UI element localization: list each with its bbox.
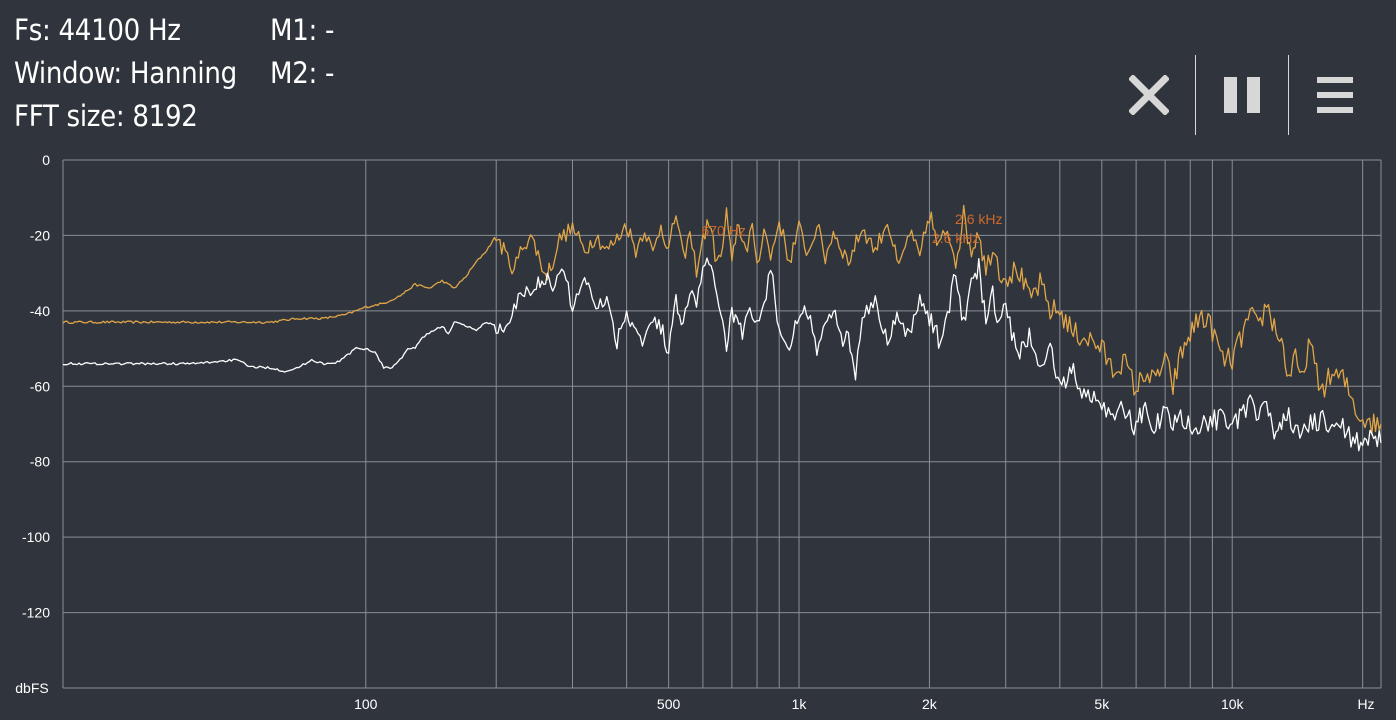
pause-icon [1224,77,1260,113]
close-icon [1129,75,1169,115]
current-spectrum-line [62,257,1382,452]
x-axis-label: Hz [1357,696,1374,712]
close-button[interactable] [1104,55,1194,135]
y-tick-label: -60 [30,378,50,394]
marker-1-label: M1: - [270,13,335,47]
y-tick-label: -20 [30,227,50,243]
settings-info: Fs: 44100 Hz Window: Hanning FFT size: 8… [14,9,237,138]
peak-marker-label: 670 Hz [701,222,745,238]
y-tick-label: -80 [30,454,50,470]
fft-size-label: FFT size: 8192 [14,99,198,133]
x-tick-label: 500 [657,696,681,712]
x-tick-label: 2k [922,696,938,712]
x-tick-label: 1k [792,696,808,712]
marker-info: M1: - M2: - [270,9,334,95]
toolbar-divider [1288,55,1289,135]
peak-hold-spectrum-line [62,204,1382,436]
x-tick-label: 100 [354,696,378,712]
peak-marker-label: 2.6 kHz [932,230,979,246]
x-tick-label: 10k [1221,696,1245,712]
y-tick-label: -120 [22,605,50,621]
pause-button[interactable] [1197,55,1287,135]
peak-marker-label: 2.6 kHz [955,211,1002,227]
y-tick-label: -40 [30,303,50,319]
y-tick-label: 0 [42,152,50,168]
x-tick-label: 5k [1094,696,1110,712]
toolbar-divider [1195,55,1196,135]
sample-rate-label: Fs: 44100 Hz [14,13,181,47]
marker-2-label: M2: - [270,56,335,90]
menu-button[interactable] [1290,55,1380,135]
window-type-label: Window: Hanning [14,56,237,90]
y-axis-label: dbFS [15,680,48,696]
menu-icon [1317,77,1353,113]
y-tick-label: -100 [22,529,50,545]
